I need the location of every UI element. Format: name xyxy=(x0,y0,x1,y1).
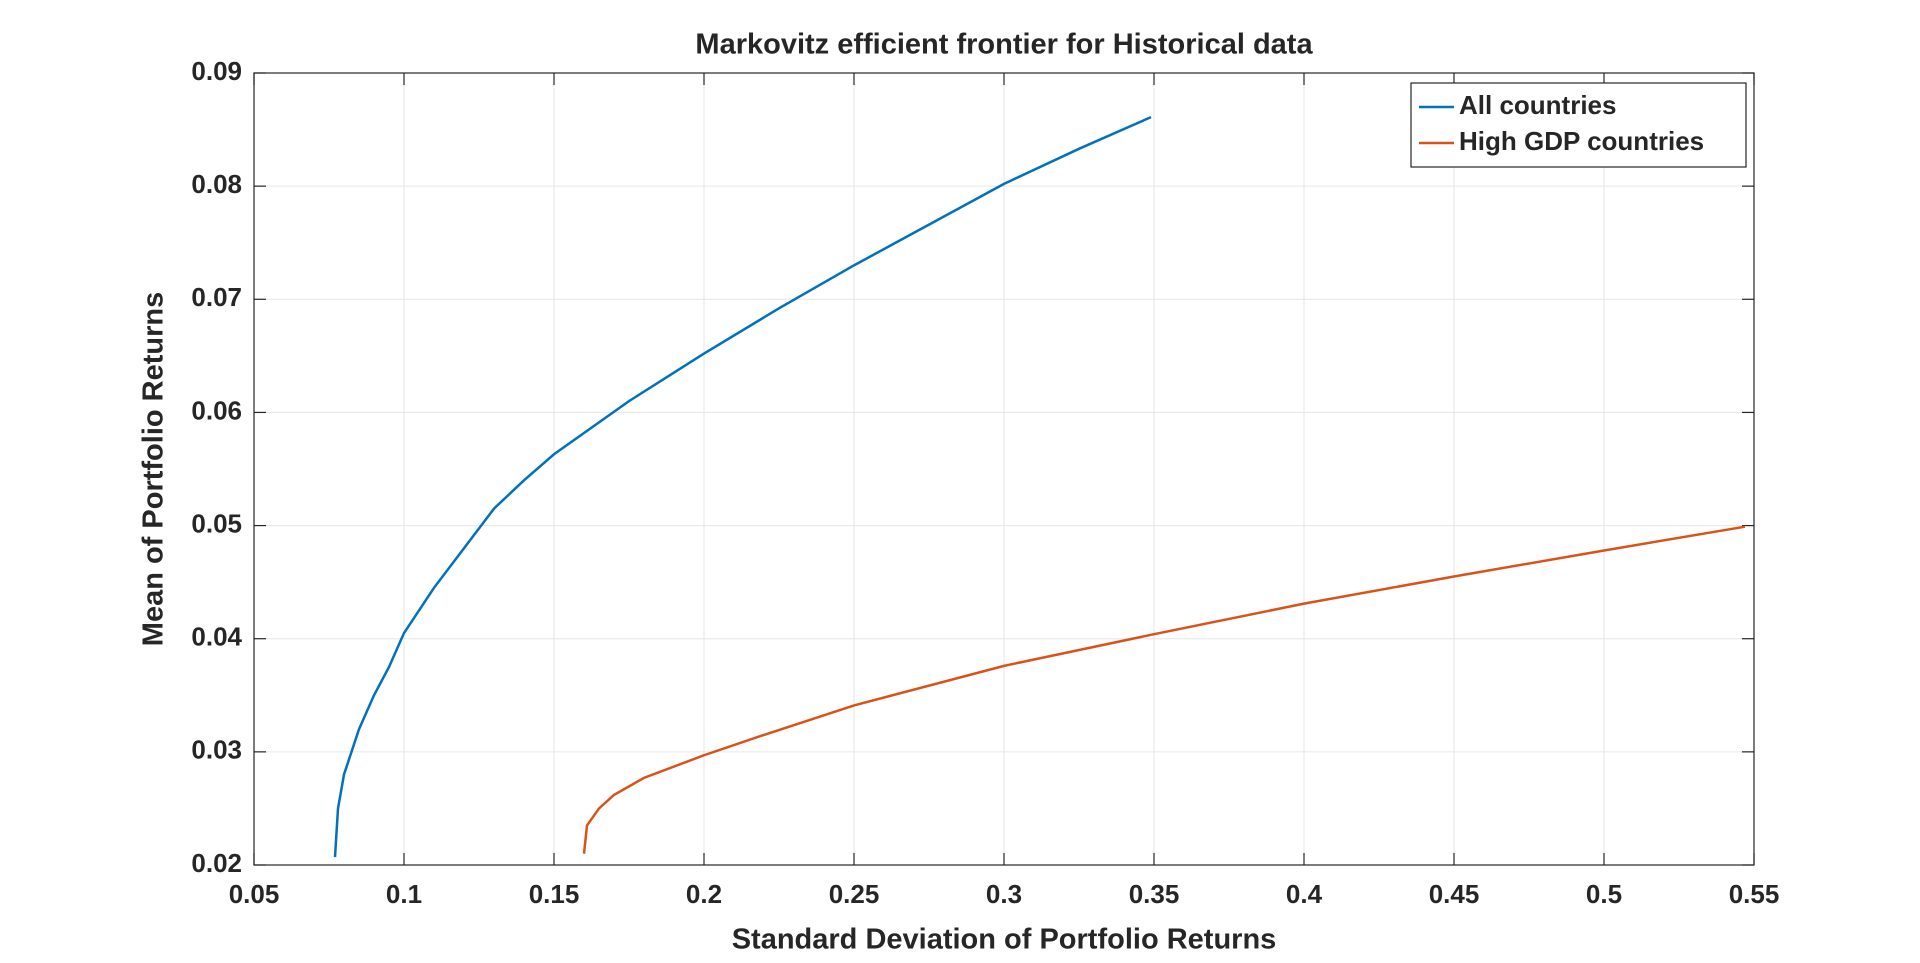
y-axis-label: Mean of Portfolio Returns xyxy=(138,292,170,646)
x-tick-label: 0.3 xyxy=(986,879,1022,909)
y-tick-label: 0.02 xyxy=(191,848,242,878)
x-tick-label: 0.4 xyxy=(1286,879,1323,909)
x-axis-label: Standard Deviation of Portfolio Returns xyxy=(732,924,1277,956)
x-tick-label: 0.55 xyxy=(1729,879,1780,909)
y-tick-label: 0.07 xyxy=(191,282,242,312)
x-tick-label: 0.25 xyxy=(829,879,880,909)
x-tick-label: 0.1 xyxy=(386,879,422,909)
legend-label: All countries xyxy=(1459,90,1616,120)
y-tick-label: 0.09 xyxy=(191,56,242,86)
y-tick-label: 0.04 xyxy=(191,622,242,652)
series-line xyxy=(582,525,1746,854)
plot-frame xyxy=(253,72,1755,866)
y-tick-label: 0.05 xyxy=(191,508,242,538)
legend-label: High GDP countries xyxy=(1459,126,1704,156)
x-tick-label: 0.15 xyxy=(529,879,580,909)
x-tick-label: 0.5 xyxy=(1586,879,1622,909)
y-tick-label: 0.06 xyxy=(191,395,242,425)
series-line xyxy=(333,115,1152,858)
legend-box xyxy=(1410,82,1747,168)
x-tick-label: 0.05 xyxy=(229,879,280,909)
y-tick-label: 0.03 xyxy=(191,735,242,765)
x-tick-label: 0.35 xyxy=(1129,879,1180,909)
x-tick-label: 0.2 xyxy=(686,879,722,909)
x-tick-label: 0.45 xyxy=(1429,879,1480,909)
chart-title: Markovitz efficient frontier for Histori… xyxy=(695,29,1313,61)
y-tick-label: 0.08 xyxy=(191,169,242,199)
